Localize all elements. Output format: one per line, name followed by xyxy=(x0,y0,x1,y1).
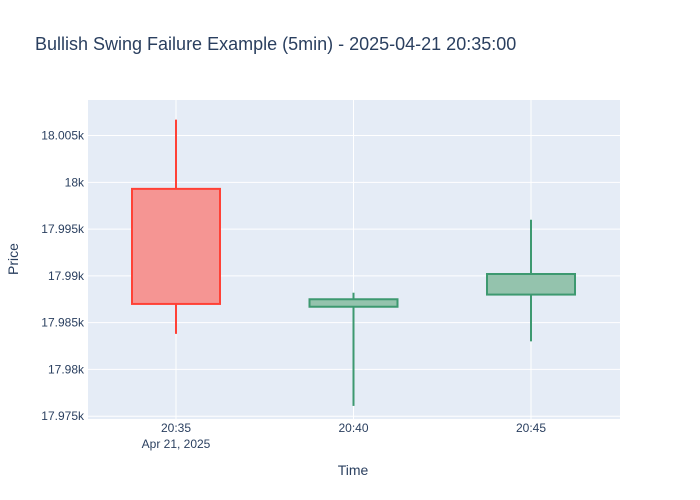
x-axis-ticks: 20:35 20:40 20:45 xyxy=(161,421,546,435)
y-tick-label: 17.985k xyxy=(41,316,85,330)
y-tick-label: 17.995k xyxy=(41,222,85,236)
y-axis-title: Price xyxy=(5,243,21,275)
candles xyxy=(131,119,576,406)
y-tick-label: 18k xyxy=(65,175,85,189)
chart-title: Bullish Swing Failure Example (5min) - 2… xyxy=(35,34,516,54)
y-tick-label: 17.98k xyxy=(48,362,85,376)
candle xyxy=(131,119,221,334)
x-tick-label: 20:35 xyxy=(161,421,191,435)
candle-body xyxy=(486,273,576,296)
y-tick-label: 17.975k xyxy=(41,409,85,423)
x-date-label: Apr 21, 2025 xyxy=(142,437,211,451)
candle-body xyxy=(131,187,221,305)
x-tick-label: 20:45 xyxy=(516,421,546,435)
y-axis-ticks: 17.975k 17.98k 17.985k 17.99k 17.995k 18k 18.0… xyxy=(41,129,85,424)
candle xyxy=(308,292,399,406)
x-axis-title: Time xyxy=(338,462,369,478)
x-tick-label: 20:40 xyxy=(338,421,368,435)
candle-body xyxy=(308,298,399,308)
y-tick-label: 17.99k xyxy=(48,269,85,283)
y-tick-label: 18.005k xyxy=(41,129,85,143)
candle xyxy=(486,219,576,342)
